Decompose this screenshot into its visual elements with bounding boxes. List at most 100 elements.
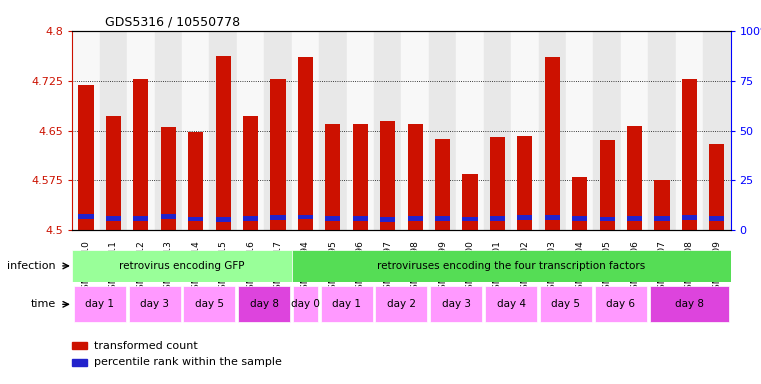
Bar <box>594 31 621 230</box>
Bar <box>237 31 264 230</box>
Bar <box>325 124 340 230</box>
Bar <box>621 31 648 230</box>
Bar <box>540 286 592 323</box>
Bar <box>545 215 560 220</box>
Bar <box>380 121 395 230</box>
Bar <box>154 31 182 230</box>
Bar <box>320 286 373 323</box>
Bar <box>490 216 505 221</box>
Bar <box>161 214 176 219</box>
Bar <box>353 124 368 230</box>
Bar <box>572 216 587 221</box>
Bar <box>319 31 346 230</box>
Bar <box>238 286 291 323</box>
Bar <box>709 144 724 230</box>
Bar <box>374 31 402 230</box>
Bar <box>654 180 670 230</box>
Bar <box>293 286 318 323</box>
Bar <box>375 286 428 323</box>
Bar <box>511 31 539 230</box>
Bar <box>402 31 429 230</box>
Text: day 5: day 5 <box>552 298 581 308</box>
Text: day 2: day 2 <box>387 298 416 308</box>
Text: retrovirus encoding GFP: retrovirus encoding GFP <box>119 261 245 271</box>
Text: infection: infection <box>7 261 56 271</box>
Bar <box>72 342 87 349</box>
Text: GDS5316 / 10550778: GDS5316 / 10550778 <box>105 15 240 28</box>
Bar <box>243 216 258 221</box>
Bar <box>78 214 94 219</box>
Bar <box>435 139 450 230</box>
Bar <box>600 140 615 230</box>
Bar <box>572 177 587 230</box>
Bar <box>595 286 647 323</box>
Bar <box>264 31 291 230</box>
Bar <box>74 286 126 323</box>
Bar <box>654 216 670 221</box>
Bar <box>127 31 154 230</box>
Text: percentile rank within the sample: percentile rank within the sample <box>94 358 282 367</box>
Bar <box>183 286 235 323</box>
Bar <box>430 286 482 323</box>
Bar <box>676 31 703 230</box>
Bar <box>682 215 697 220</box>
Bar <box>346 31 374 230</box>
Bar <box>72 359 87 366</box>
Bar <box>650 286 729 323</box>
Bar <box>188 132 203 230</box>
Bar <box>133 216 148 221</box>
Bar <box>106 216 121 221</box>
Text: day 8: day 8 <box>675 298 704 308</box>
Bar <box>485 286 537 323</box>
Bar <box>463 174 478 230</box>
Text: day 5: day 5 <box>195 298 224 308</box>
Bar <box>517 215 533 220</box>
Bar <box>182 31 209 230</box>
Text: day 4: day 4 <box>497 298 526 308</box>
Bar <box>72 250 291 281</box>
Bar <box>435 216 450 221</box>
Bar <box>490 137 505 230</box>
Bar <box>188 217 203 222</box>
Bar <box>682 79 697 230</box>
Bar <box>298 57 313 230</box>
Bar <box>129 286 180 323</box>
Bar <box>627 216 642 221</box>
Text: day 0: day 0 <box>291 298 320 308</box>
Bar <box>106 116 121 230</box>
Bar <box>408 124 422 230</box>
Bar <box>78 85 94 230</box>
Bar <box>161 127 176 230</box>
Bar <box>215 56 231 230</box>
Bar <box>380 217 395 222</box>
Text: day 3: day 3 <box>442 298 471 308</box>
Bar <box>72 31 100 230</box>
Bar <box>703 31 731 230</box>
Bar <box>457 31 484 230</box>
Bar <box>600 217 615 222</box>
Bar <box>484 31 511 230</box>
Bar <box>627 126 642 230</box>
Bar <box>243 116 258 230</box>
Bar <box>353 216 368 221</box>
Bar <box>298 215 313 219</box>
Bar <box>709 216 724 221</box>
Text: day 3: day 3 <box>140 298 169 308</box>
Bar <box>539 31 566 230</box>
Bar <box>270 79 285 230</box>
Text: day 8: day 8 <box>250 298 279 308</box>
Bar <box>648 31 676 230</box>
Bar <box>429 31 457 230</box>
Text: day 1: day 1 <box>85 298 114 308</box>
Bar <box>325 216 340 221</box>
Bar <box>133 79 148 230</box>
Bar <box>215 217 231 222</box>
Bar <box>517 136 533 230</box>
Bar <box>545 57 560 230</box>
Text: transformed count: transformed count <box>94 341 198 351</box>
Bar <box>209 31 237 230</box>
Bar <box>291 250 731 281</box>
Bar <box>408 216 422 221</box>
Text: time: time <box>30 299 56 310</box>
Text: retroviruses encoding the four transcription factors: retroviruses encoding the four transcrip… <box>377 261 645 271</box>
